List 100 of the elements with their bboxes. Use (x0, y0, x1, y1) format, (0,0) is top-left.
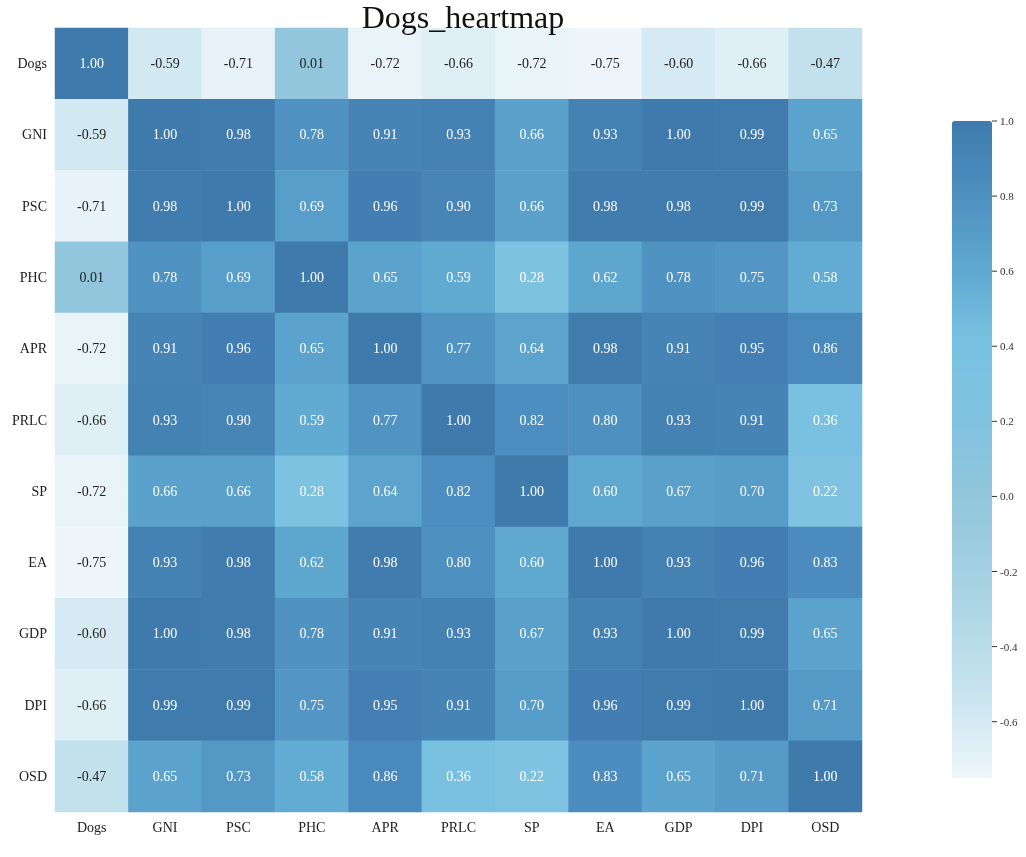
data-label: 1.00 (739, 697, 765, 713)
data-label: 0.91 (372, 626, 398, 642)
data-label: -0.75 (77, 555, 107, 571)
data-label: 0.67 (519, 626, 545, 642)
data-label: 1.00 (666, 127, 691, 143)
x-tick-label: PSC (225, 819, 251, 835)
data-label: 1.00 (592, 555, 618, 571)
data-label: 0.83 (813, 555, 838, 571)
data-label: 0.58 (299, 768, 325, 784)
data-label: 0.77 (446, 341, 471, 357)
data-label: -0.72 (370, 56, 400, 72)
y-tick-label: APR (19, 341, 48, 357)
data-label: 0.60 (519, 555, 545, 571)
y-tick-label: GNI (22, 127, 48, 143)
data-label: 0.78 (666, 269, 691, 285)
data-label: 0.75 (739, 269, 765, 285)
data-label: 0.80 (592, 412, 618, 428)
y-tick-label: OSD (18, 768, 47, 784)
data-label: 0.77 (372, 412, 398, 428)
x-tick-label: DPI (740, 819, 764, 835)
data-label: 0.91 (739, 412, 765, 428)
data-label: 0.91 (666, 341, 691, 357)
data-label: 0.75 (299, 697, 325, 713)
data-label: 1.00 (519, 483, 545, 499)
data-label: 1.00 (446, 412, 471, 428)
data-label: 0.60 (592, 483, 618, 499)
data-label: 0.59 (446, 269, 471, 285)
data-label: 0.96 (372, 198, 398, 214)
data-label: 1.00 (152, 127, 178, 143)
data-label: 0.90 (226, 412, 251, 428)
data-label: -0.75 (590, 56, 620, 72)
data-label: 0.64 (519, 341, 545, 357)
color-bar-label: -0.4 (1000, 640, 1018, 653)
data-label: 0.59 (299, 412, 325, 428)
y-tick-label: GDP (18, 626, 48, 642)
y-tick-label: PHC (19, 269, 47, 285)
data-label: -0.66 (737, 56, 767, 72)
data-label: 0.71 (813, 697, 838, 713)
data-label: 1.00 (226, 198, 251, 214)
data-label: 0.93 (666, 555, 691, 571)
x-tick-label: PHC (298, 819, 326, 835)
data-label: 0.95 (739, 341, 765, 357)
y-tick-label: DPI (24, 697, 48, 713)
data-label: 0.78 (299, 626, 325, 642)
data-label: 0.66 (226, 483, 251, 499)
y-tick-label: Dogs (17, 56, 47, 72)
data-label: 0.22 (519, 768, 545, 784)
y-tick-label: PRLC (11, 412, 47, 428)
data-label: -0.72 (517, 56, 547, 72)
x-tick-label: APR (371, 819, 400, 835)
data-label: 0.78 (299, 127, 325, 143)
data-label: 0.93 (152, 412, 178, 428)
data-label: 0.98 (226, 555, 251, 571)
data-label: 0.65 (152, 768, 178, 784)
data-label: 0.28 (299, 483, 325, 499)
data-label: 0.22 (813, 483, 838, 499)
color-bar-label: 0.8 (1000, 190, 1015, 203)
data-label: 0.36 (446, 768, 471, 784)
data-label: 0.36 (813, 412, 838, 428)
data-label: 0.90 (446, 198, 471, 214)
x-tick-label: GNI (152, 819, 178, 835)
data-label: 0.70 (739, 483, 765, 499)
data-label: 0.66 (519, 198, 545, 214)
data-label: 0.96 (592, 697, 618, 713)
data-label: 0.83 (592, 768, 618, 784)
data-label: 0.91 (152, 341, 178, 357)
color-bar-label: 0.4 (1000, 340, 1015, 353)
data-label: 0.82 (519, 412, 545, 428)
data-label: -0.66 (443, 56, 474, 72)
data-label: 0.86 (372, 768, 398, 784)
chart-title: Dogs_heartmap (361, 0, 565, 35)
data-label: 1.00 (152, 626, 178, 642)
data-label: 0.93 (592, 626, 618, 642)
data-label: 0.69 (226, 269, 251, 285)
data-label: 0.95 (372, 697, 398, 713)
data-label: 1.00 (79, 56, 104, 72)
data-label: 0.62 (592, 269, 618, 285)
data-label: 0.98 (152, 198, 178, 214)
data-label: 1.00 (372, 341, 398, 357)
data-label: 0.80 (446, 555, 471, 571)
data-label: 0.98 (226, 626, 251, 642)
y-tick-label: SP (31, 483, 48, 499)
data-label: 0.73 (226, 768, 251, 784)
data-label: 0.93 (666, 412, 691, 428)
data-label: 0.66 (152, 483, 178, 499)
data-label: 0.65 (813, 626, 838, 642)
data-label: 1.00 (666, 626, 691, 642)
data-label: 0.65 (666, 768, 691, 784)
data-label: -0.59 (150, 56, 180, 72)
data-label: 0.69 (299, 198, 325, 214)
data-label: -0.47 (77, 768, 107, 784)
data-label: 0.99 (739, 626, 765, 642)
data-label: 0.28 (519, 269, 545, 285)
data-label: 0.73 (813, 198, 838, 214)
data-label: 1.00 (813, 768, 838, 784)
data-label: 0.65 (372, 269, 398, 285)
data-label: -0.60 (77, 626, 107, 642)
x-tick-label: SP (524, 819, 540, 835)
data-label: 0.99 (739, 198, 765, 214)
data-label: 0.58 (813, 269, 838, 285)
